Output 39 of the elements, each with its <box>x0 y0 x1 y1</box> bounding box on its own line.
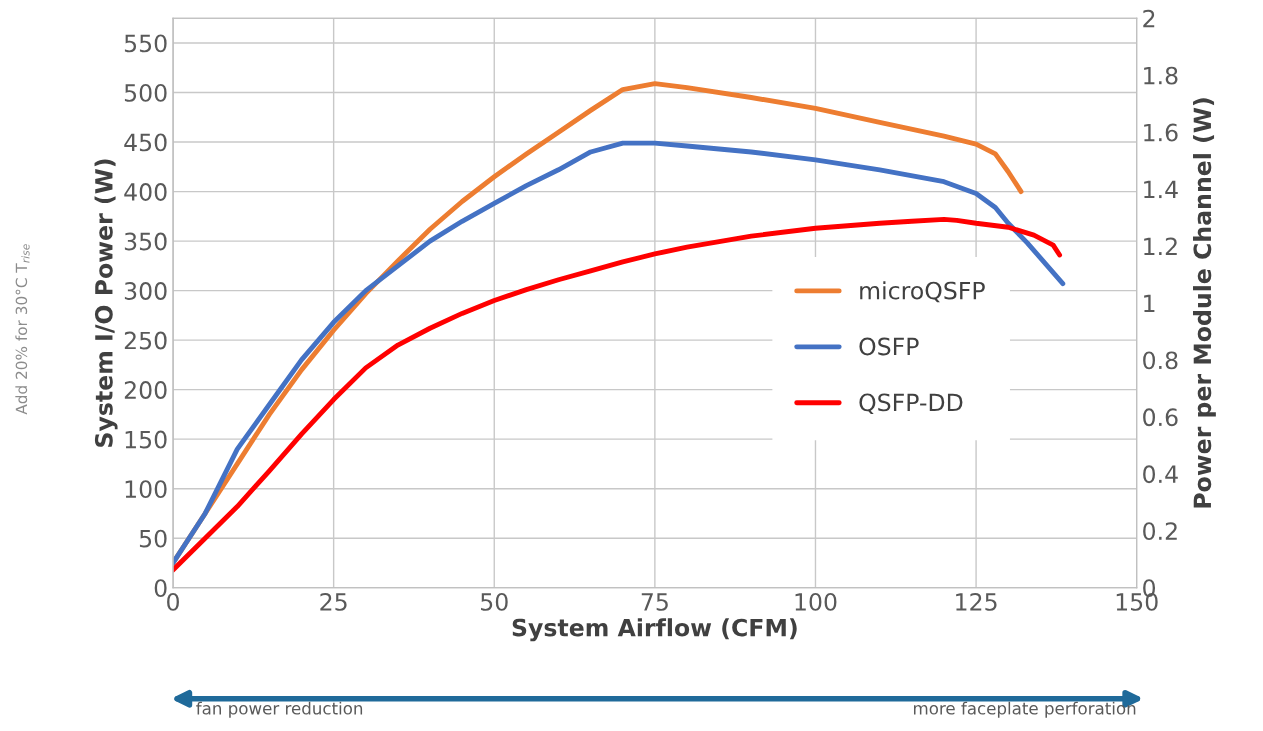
y-tick-label: 350 <box>124 232 167 251</box>
x-tick-label: 75 <box>641 593 668 611</box>
y-tick-label: 200 <box>124 381 167 399</box>
y-tick-label: 300 <box>124 282 167 300</box>
y-axis-title: System I/O Power (W) <box>94 159 118 447</box>
y2-tick-label: 0.8 <box>1143 351 1178 370</box>
y-tick-label: 400 <box>124 183 167 201</box>
y2-tick-label: 0.6 <box>1143 408 1178 427</box>
y2-tick-label: 1.4 <box>1144 180 1178 199</box>
x-tick-label: 125 <box>956 593 997 611</box>
text: more faceplate perforation <box>914 701 1136 718</box>
line-series <box>173 216 1063 573</box>
legend-label: QSFP-DD <box>859 393 963 415</box>
text: Add 20% for 30°C T$_{rise}$ <box>15 244 30 415</box>
y2-tick-label: 1.2 <box>1144 237 1177 256</box>
line-series <box>173 140 1066 566</box>
y2-tick-label: 1 <box>1144 294 1155 312</box>
y2-axis-title: Power per Module Channel (W) <box>1193 98 1216 508</box>
x-tick-label: 25 <box>320 593 347 611</box>
y-tick-label: 50 <box>139 529 167 548</box>
y-tick-label: 500 <box>124 84 167 102</box>
y-tick-label: 100 <box>125 480 167 498</box>
y2-tick-label: 1.8 <box>1144 66 1178 85</box>
y-tick-label: 250 <box>124 331 167 350</box>
y-tick-label: 450 <box>124 133 167 152</box>
y-tick-label: 550 <box>124 34 167 53</box>
legend-label: OSFP <box>859 337 919 356</box>
y2-tick-label: 0.2 <box>1143 522 1177 541</box>
x-tick-label: 100 <box>795 593 837 611</box>
text: fan power reduction <box>196 701 363 718</box>
x-tick-label: 0 <box>167 593 179 611</box>
y2-tick-label: 0.4 <box>1143 465 1178 484</box>
legend-label: microQSFP <box>860 281 985 303</box>
y2-tick-label: 1.6 <box>1144 123 1178 142</box>
x-axis-title: System Airflow (CFM) <box>512 618 797 642</box>
y-tick-label: 0 <box>154 579 167 598</box>
x-tick-label: 50 <box>481 593 508 611</box>
y2-tick-label: 2 <box>1143 9 1155 28</box>
y-tick-label: 150 <box>125 430 167 449</box>
